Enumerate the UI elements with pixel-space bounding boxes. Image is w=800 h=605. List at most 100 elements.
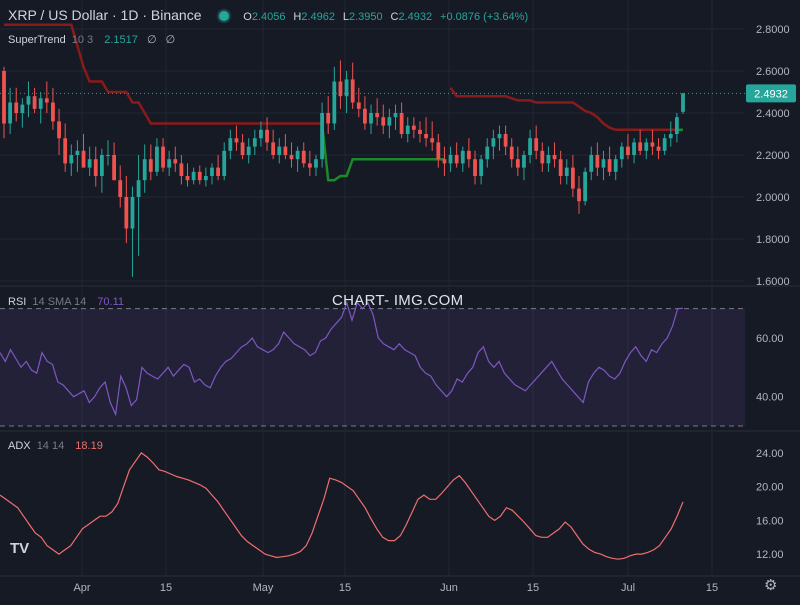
candle-body	[240, 142, 245, 155]
price-tick-label: 2.6000	[756, 66, 790, 78]
candle-body	[601, 159, 606, 168]
time-tick-label: Jun	[440, 582, 458, 594]
candle-body	[460, 150, 465, 164]
candle-body	[259, 129, 263, 139]
candle-body	[534, 138, 539, 151]
candle-body	[277, 146, 282, 155]
candle-body	[356, 102, 361, 109]
supertrend-legend[interactable]: SuperTrend 10 3 2.1517 ∅ ∅	[8, 33, 175, 46]
candle-body	[301, 150, 306, 164]
candle-body	[589, 155, 594, 172]
price-tick-label: 2.8000	[756, 24, 790, 36]
candle-body	[14, 102, 19, 113]
candle-body	[369, 113, 373, 124]
rsi-name: RSI	[8, 296, 27, 308]
market-open-dot-icon	[219, 11, 230, 21]
price-tick-label: 1.8000	[756, 234, 790, 246]
candle-body	[112, 155, 117, 181]
candle-body	[473, 159, 477, 176]
supertrend-line	[320, 123, 445, 182]
candle-body	[51, 102, 55, 122]
supertrend-name: SuperTrend	[8, 34, 66, 46]
candle-body	[130, 197, 135, 229]
candle-body	[81, 150, 86, 168]
candle-body	[185, 176, 190, 181]
supertrend-line	[449, 87, 677, 132]
time-tick-label: 15	[339, 582, 351, 594]
candle-body	[656, 146, 661, 151]
time-tick-label: May	[253, 582, 274, 594]
candle-body	[57, 121, 61, 139]
symbol-header: XRP / US Dollar · 1D · Binance O2.4056 H…	[8, 7, 532, 23]
time-tick-label: Jul	[621, 582, 635, 594]
low-value: 2.3950	[349, 11, 383, 23]
candle-body	[491, 138, 496, 147]
open-label: O	[243, 11, 252, 23]
candle-body	[564, 167, 569, 176]
candle-body	[540, 150, 545, 164]
last-price-tag	[746, 84, 796, 103]
candle-body	[607, 159, 612, 172]
price-tick-label: 2.2000	[756, 150, 790, 162]
candle-body	[320, 113, 324, 160]
candle-body	[203, 176, 208, 181]
time-tick-label: Apr	[73, 582, 90, 594]
candle-body	[191, 171, 196, 181]
rsi-legend[interactable]: RSI 14 SMA 14 70.11	[8, 296, 124, 308]
candle-body	[509, 146, 514, 160]
tradingview-logo-icon[interactable]: TV	[10, 540, 30, 557]
candle-body	[522, 155, 526, 168]
watermark: CHART- IMG.COM	[332, 292, 464, 309]
rsi-line	[0, 300, 684, 417]
candle-body	[118, 180, 123, 197]
candle-body	[479, 159, 484, 176]
candle-body	[216, 167, 220, 176]
adx-name: ADX	[8, 440, 31, 452]
candle-body	[142, 159, 147, 181]
high-label: H	[293, 11, 302, 23]
candle-body	[136, 180, 141, 197]
candle-body	[558, 159, 563, 176]
candle-body	[69, 155, 74, 164]
candle-body	[485, 146, 490, 160]
candle-body	[75, 150, 80, 155]
settings-gear-icon[interactable]: ⚙	[764, 577, 778, 594]
adx-line	[0, 452, 684, 560]
candle-body	[668, 134, 673, 139]
candle-body	[38, 98, 43, 109]
candle-body	[99, 155, 104, 176]
candle-body	[234, 138, 239, 143]
candle-body	[632, 142, 636, 155]
low-label: L	[342, 11, 349, 23]
candle-body	[454, 155, 459, 164]
candle-body	[283, 146, 288, 155]
candle-body	[20, 104, 25, 113]
candle-body	[197, 171, 202, 181]
candle-body	[570, 167, 575, 189]
candle-body	[289, 155, 294, 160]
empty-value-icon: ∅	[165, 34, 176, 46]
candle-body	[124, 197, 129, 229]
candle-body	[577, 188, 581, 202]
candle-body	[467, 150, 471, 160]
adx-tick-label: 20.00	[756, 482, 784, 494]
candle-body	[393, 113, 398, 118]
candle-body	[638, 142, 643, 151]
candle-body	[44, 98, 49, 103]
price-change: +0.0876 (+3.64%)	[440, 11, 529, 23]
candle-body	[399, 113, 404, 134]
last-price-label: 2.4932	[754, 88, 788, 100]
symbol-title[interactable]: XRP / US Dollar · 1D · Binance	[8, 7, 202, 23]
candle-body	[552, 155, 557, 160]
supertrend-params: 10 3	[71, 34, 94, 46]
candle-body	[424, 134, 428, 139]
rsi-tick-label: 40.00	[756, 392, 784, 404]
candle-body	[528, 138, 532, 155]
candle-body	[418, 129, 422, 134]
candle-body	[265, 129, 269, 143]
price-tick-label: 2.0000	[756, 192, 790, 204]
adx-legend[interactable]: ADX 14 14 18.19	[8, 440, 103, 452]
candle-body	[613, 159, 618, 172]
